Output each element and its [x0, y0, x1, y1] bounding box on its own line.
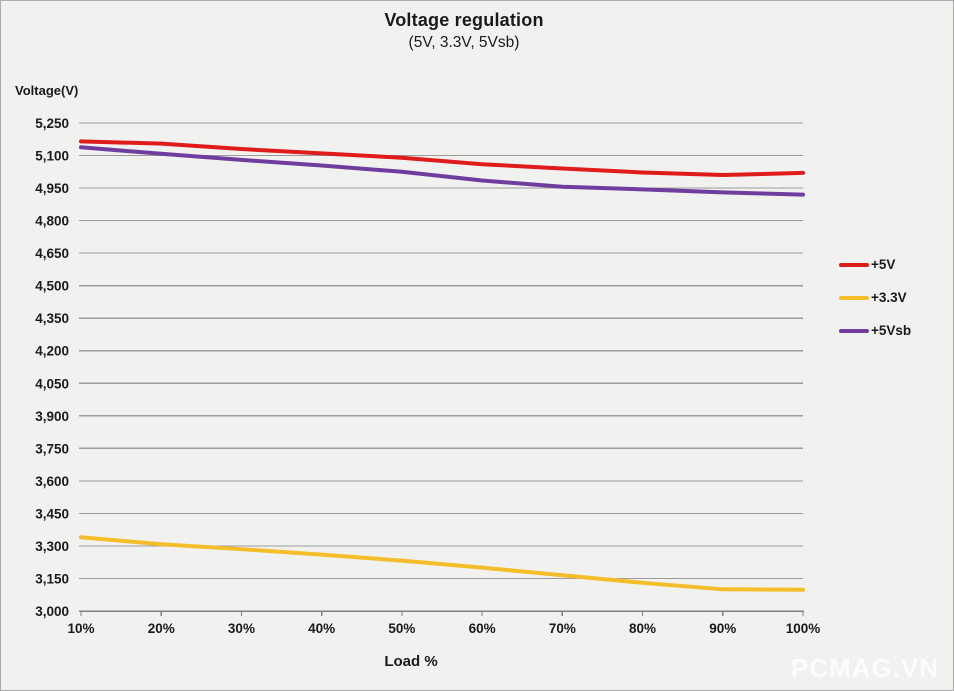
chart-subtitle: (5V, 3.3V, 5Vsb)	[408, 34, 520, 51]
y-tick-label: 4,200	[35, 344, 69, 359]
x-axis-title: Load %	[384, 653, 438, 670]
x-tick-label: 40%	[308, 621, 335, 636]
chart-title: Voltage regulation	[384, 10, 544, 30]
legend-item: +5V	[839, 248, 911, 281]
y-tick-label: 5,250	[35, 116, 69, 131]
y-tick-label: 4,350	[35, 311, 69, 326]
legend-swatch	[839, 295, 869, 300]
y-tick-label: 4,950	[35, 181, 69, 196]
x-tick-label: 20%	[148, 621, 175, 636]
x-tick-label: 80%	[629, 621, 656, 636]
y-tick-label: 3,150	[35, 571, 69, 586]
y-tick-label: 3,300	[35, 539, 69, 554]
y-tick-label: 5,100	[35, 149, 69, 164]
legend-label: +5Vsb	[871, 323, 912, 338]
legend-item: +5Vsb	[839, 314, 911, 347]
legend-label: +3.3V	[871, 290, 907, 305]
y-axis-title: Voltage(V)	[15, 83, 79, 98]
y-tick-label: 3,750	[35, 441, 69, 456]
y-tick-label: 3,450	[35, 506, 69, 521]
x-tick-label: 90%	[709, 621, 736, 636]
x-tick-label: 10%	[67, 621, 94, 636]
x-tick-label: 50%	[388, 621, 415, 636]
legend-item: +3.3V	[839, 281, 911, 314]
x-tick-label: 70%	[549, 621, 576, 636]
watermark: PCMAG.VN	[790, 653, 939, 683]
x-tick-label: 100%	[786, 621, 821, 636]
series-line-3.3v	[79, 535, 805, 592]
y-tick-label: 4,500	[35, 279, 69, 294]
y-tick-label: 3,000	[35, 604, 69, 619]
x-tick-label: 60%	[469, 621, 496, 636]
chart-header: Voltage regulation (5V, 3.3V, 5Vsb)	[1, 10, 927, 52]
y-tick-label: 3,600	[35, 474, 69, 489]
legend-swatch	[839, 262, 869, 267]
y-tick-label: 3,900	[35, 409, 69, 424]
legend: +5V +3.3V +5Vsb	[839, 248, 911, 347]
series-line-5vsb	[79, 145, 805, 197]
x-tick-label: 30%	[228, 621, 255, 636]
legend-swatch	[839, 328, 869, 333]
series-line-5v	[79, 139, 805, 178]
y-tick-label: 4,650	[35, 246, 69, 261]
y-tick-label: 4,050	[35, 376, 69, 391]
y-tick-label: 4,800	[35, 214, 69, 229]
legend-label: +5V	[871, 257, 896, 272]
